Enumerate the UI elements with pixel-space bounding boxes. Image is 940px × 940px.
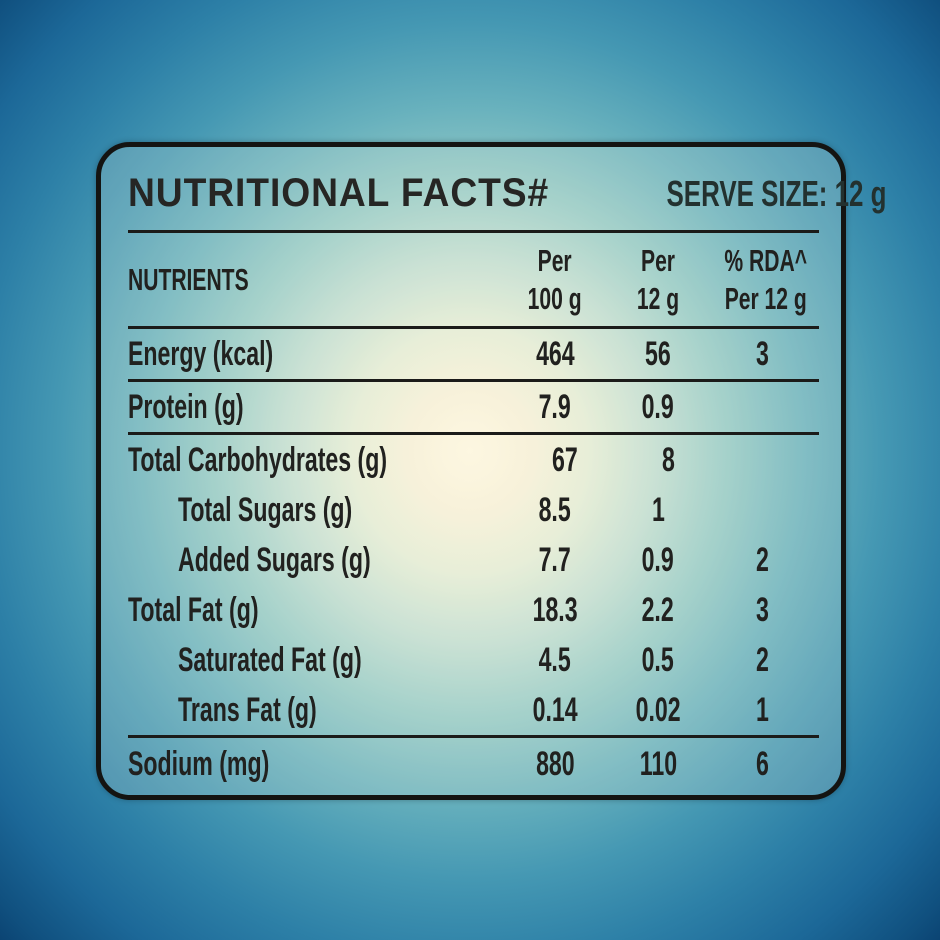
value-per-12g: 0.9 xyxy=(641,540,675,579)
table-row-trans-fat: Trans Fat (g) 0.14 0.02 1 xyxy=(128,685,819,735)
value-per-12g: 0.9 xyxy=(641,387,675,426)
rda-line2: Per 12 g xyxy=(724,280,807,316)
nutrient-name: Sodium (mg) xyxy=(128,744,270,783)
divider xyxy=(128,379,819,382)
value-rda: 3 xyxy=(755,334,769,373)
table-row-added-sugars: Added Sugars (g) 7.7 0.9 2 xyxy=(128,535,819,585)
value-per-100g: 880 xyxy=(535,744,575,783)
column-header-nutrients: NUTRIENTS xyxy=(128,261,249,297)
table-row-saturated-fat: Saturated Fat (g) 4.5 0.5 2 xyxy=(128,635,819,685)
value-per-100g: 8.5 xyxy=(538,490,572,529)
per-12g-line1: Per xyxy=(641,242,675,278)
table-row-sodium: Sodium (mg) 880 110 6 xyxy=(128,738,819,790)
value-per-100g: 464 xyxy=(535,334,575,373)
value-per-100g: 7.7 xyxy=(538,540,572,579)
value-per-12g: 0.5 xyxy=(641,640,675,679)
value-per-12g: 110 xyxy=(639,744,677,783)
table-row-total-sugars: Total Sugars (g) 8.5 1 xyxy=(128,485,819,535)
value-per-100g: 67 xyxy=(552,440,578,479)
value-per-100g: 4.5 xyxy=(538,640,572,679)
per-100g-line1: Per xyxy=(538,242,572,278)
value-per-12g: 0.02 xyxy=(635,690,681,729)
column-header-rda: % RDA^ Per 12 g xyxy=(705,242,819,318)
per-12g-line2: 12 g xyxy=(636,280,680,316)
divider xyxy=(128,432,819,435)
nutrient-name: Trans Fat (g) xyxy=(178,690,317,729)
nutrient-name: Total Carbohydrates (g) xyxy=(128,440,388,479)
table-row-total-fat: Total Fat (g) 18.3 2.2 3 xyxy=(128,585,819,635)
divider xyxy=(128,230,819,233)
nutrient-name: Saturated Fat (g) xyxy=(178,640,362,679)
column-header-nutrients-cell: NUTRIENTS xyxy=(128,262,499,298)
value-per-12g: 56 xyxy=(645,334,671,373)
value-per-100g: 18.3 xyxy=(532,590,578,629)
serve-size-label: SERVE SIZE: 12 g xyxy=(666,172,887,214)
table-row-protein: Protein (g) 7.9 0.9 xyxy=(128,382,819,432)
value-per-12g: 2.2 xyxy=(641,590,675,629)
rda-line1: % RDA^ xyxy=(724,242,808,278)
column-header-row: NUTRIENTS Per 100 g Per 12 g % RDA^ Per … xyxy=(128,233,819,326)
divider xyxy=(128,735,819,738)
value-per-100g: 7.9 xyxy=(538,387,572,426)
column-header-per-100g: Per 100 g xyxy=(499,242,611,318)
value-rda: 3 xyxy=(755,590,769,629)
nutrient-name: Total Sugars (g) xyxy=(178,490,353,529)
nutrient-name: Added Sugars (g) xyxy=(178,540,371,579)
panel-title-row: NUTRITIONAL FACTS# SERVE SIZE: 12 g xyxy=(128,147,886,230)
value-per-12g: 1 xyxy=(651,490,665,529)
nutrient-name: Protein (g) xyxy=(128,387,244,426)
value-rda: 6 xyxy=(755,744,769,783)
divider xyxy=(128,326,819,329)
nutrient-name: Energy (kcal) xyxy=(128,334,274,373)
column-header-per-12g: Per 12 g xyxy=(611,242,705,318)
panel-title: NUTRITIONAL FACTS# xyxy=(128,171,550,215)
nutrition-facts-panel: NUTRITIONAL FACTS# SERVE SIZE: 12 g NUTR… xyxy=(96,142,886,800)
value-rda: 2 xyxy=(755,640,769,679)
value-rda: 2 xyxy=(755,540,769,579)
table-row-energy: Energy (kcal) 464 56 3 xyxy=(128,329,819,379)
nutrient-name: Total Fat (g) xyxy=(128,590,259,629)
value-per-100g: 0.14 xyxy=(532,690,578,729)
table-row-total-carbohydrates: Total Carbohydrates (g) 67 8 xyxy=(128,435,819,485)
value-rda: 1 xyxy=(755,690,769,729)
per-100g-line2: 100 g xyxy=(528,280,582,316)
value-per-12g: 8 xyxy=(661,440,675,479)
